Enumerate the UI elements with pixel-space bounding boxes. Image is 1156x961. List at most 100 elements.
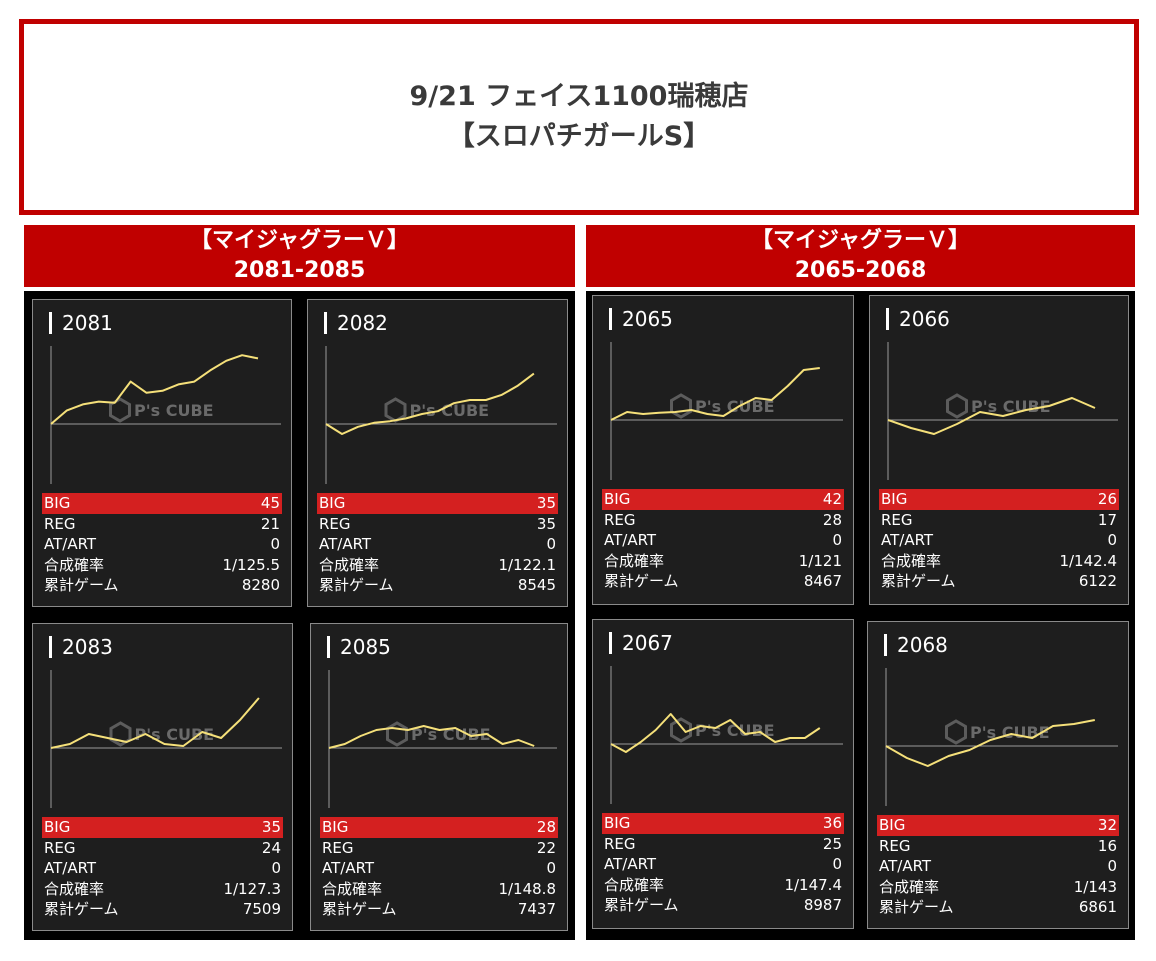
stat-label: BIG xyxy=(319,494,346,512)
stat-label: 累計ゲーム xyxy=(319,576,394,594)
stat-label: 累計ゲーム xyxy=(604,572,679,590)
stat-value: 1/148.8 xyxy=(498,879,556,898)
difference-series-line xyxy=(328,725,535,749)
stat-value: 1/121 xyxy=(798,551,842,570)
stat-value: 0 xyxy=(271,859,281,877)
difference-series-line xyxy=(325,372,535,435)
watermark-text: P's CUBE xyxy=(410,401,490,420)
difference-series-line xyxy=(610,713,821,753)
stat-row-games: 累計ゲーム 8280 xyxy=(42,575,282,596)
stat-row-big: BIG 45 xyxy=(42,493,282,514)
stat-row-big: BIG 35 xyxy=(317,493,558,514)
stats-table: BIG 26 REG 17 AT/ART 0 合成確率 1/142.4 累計ゲーム 6122 xyxy=(879,489,1119,592)
machine-panel: 2066 P's CUBE BIG 26 REG 17 AT/ART 0 合成確率 1/142.4… xyxy=(869,295,1129,605)
stat-value: 1/122.1 xyxy=(498,555,556,574)
stat-label: AT/ART xyxy=(881,531,934,549)
watermark-logo: P's CUBE xyxy=(384,397,490,423)
stat-row-reg: REG 25 xyxy=(602,834,844,855)
stat-value: 35 xyxy=(261,818,281,836)
stat-row-games: 累計ゲーム 7509 xyxy=(42,899,283,920)
stat-value: 0 xyxy=(546,859,556,877)
stat-value: 8545 xyxy=(517,576,556,594)
stat-row-reg: REG 35 xyxy=(317,514,558,535)
difference-series-line xyxy=(50,697,260,749)
stat-value: 1/147.4 xyxy=(784,875,842,894)
stat-label: BIG xyxy=(44,818,71,836)
stat-row-big: BIG 36 xyxy=(602,813,844,834)
machine-number: 2065 xyxy=(609,308,673,330)
stat-label: 合成確率 xyxy=(44,555,105,574)
difference-line-chart: P's CUBE xyxy=(50,346,281,484)
stat-value: 42 xyxy=(822,490,842,508)
stat-row-rate: 合成確率 1/143 xyxy=(877,877,1119,898)
stat-label: BIG xyxy=(604,814,631,832)
stat-row-at-art: AT/ART 0 xyxy=(42,534,282,555)
page-subtitle-event: 【スロパチガールS】 xyxy=(447,121,711,152)
stat-label: REG xyxy=(879,836,911,855)
watermark-text: P's CUBE xyxy=(970,723,1050,742)
stat-value: 45 xyxy=(260,494,280,512)
stat-label: AT/ART xyxy=(319,535,372,553)
stat-value: 6122 xyxy=(1078,572,1117,590)
stat-label: AT/ART xyxy=(604,855,657,873)
stat-label: REG xyxy=(604,834,636,853)
stat-row-reg: REG 24 xyxy=(42,838,283,859)
watermark-logo: P's CUBE xyxy=(109,397,214,423)
difference-line-chart: P's CUBE xyxy=(50,670,282,808)
stat-row-rate: 合成確率 1/147.4 xyxy=(602,875,844,896)
stat-row-reg: REG 22 xyxy=(320,838,558,859)
stat-label: AT/ART xyxy=(322,859,375,877)
stat-label: 合成確率 xyxy=(879,877,940,896)
watermark-logo: P's CUBE xyxy=(945,719,1050,745)
stat-value: 0 xyxy=(832,531,842,549)
stat-row-games: 累計ゲーム 8467 xyxy=(602,571,844,592)
stat-row-games: 累計ゲーム 6861 xyxy=(877,897,1119,918)
stat-row-at-art: AT/ART 0 xyxy=(879,530,1119,551)
watermark-text: P's CUBE xyxy=(695,721,775,740)
stat-row-games: 累計ゲーム 8545 xyxy=(317,575,558,596)
watermark-logo: P's CUBE xyxy=(946,393,1051,419)
section-header-right: 【マイジャグラーＶ】 2065-2068 xyxy=(586,225,1135,287)
stat-label: 累計ゲーム xyxy=(604,896,679,914)
stats-table: BIG 35 REG 24 AT/ART 0 合成確率 1/127.3 累計ゲーム 7509 xyxy=(42,817,283,920)
difference-series-line xyxy=(50,354,259,425)
stat-label: 累計ゲーム xyxy=(879,898,954,916)
stat-row-rate: 合成確率 1/122.1 xyxy=(317,555,558,576)
stat-value: 32 xyxy=(1097,816,1117,834)
stat-label: 累計ゲーム xyxy=(44,576,119,594)
machine-panel: 2082 P's CUBE BIG 35 REG 35 AT/ART 0 合成確率 1/122.1… xyxy=(307,299,568,607)
stat-label: AT/ART xyxy=(44,535,97,553)
stat-value: 28 xyxy=(536,818,556,836)
stats-table: BIG 42 REG 28 AT/ART 0 合成確率 1/121 累計ゲーム 8467 xyxy=(602,489,844,592)
stat-row-big: BIG 42 xyxy=(602,489,844,510)
stat-value: 0 xyxy=(1107,531,1117,549)
stat-value: 22 xyxy=(536,838,556,857)
stat-label: REG xyxy=(319,514,351,533)
stat-label: AT/ART xyxy=(879,857,932,875)
page-title-date-store: 9/21 フェイス1100瑞穂店 xyxy=(409,81,749,112)
stat-row-reg: REG 17 xyxy=(879,510,1119,531)
stat-value: 6861 xyxy=(1078,898,1117,916)
difference-line-chart: P's CUBE xyxy=(885,668,1118,806)
stat-value: 8280 xyxy=(241,576,280,594)
machine-panel: 2067 P's CUBE BIG 36 REG 25 AT/ART 0 合成確率 1/147.4… xyxy=(592,619,854,929)
difference-line-chart: P's CUBE xyxy=(328,670,557,808)
stat-row-games: 累計ゲーム 8987 xyxy=(602,895,844,916)
stat-label: 合成確率 xyxy=(604,551,665,570)
machine-panel: 2085 P's CUBE BIG 28 REG 22 AT/ART 0 合成確率 1/148.8… xyxy=(310,623,568,931)
machine-panel: 2081 P's CUBE BIG 45 REG 21 AT/ART 0 合成確率 1/125.5… xyxy=(32,299,292,607)
stat-value: 7437 xyxy=(517,900,556,918)
machine-number: 2067 xyxy=(609,632,673,654)
stat-row-games: 累計ゲーム 7437 xyxy=(320,899,558,920)
watermark-text: P's CUBE xyxy=(134,401,214,420)
section-range: 2081-2085 xyxy=(233,258,366,283)
stat-value: 0 xyxy=(1107,857,1117,875)
stat-row-at-art: AT/ART 0 xyxy=(42,858,283,879)
stat-value: 7509 xyxy=(242,900,281,918)
stat-label: AT/ART xyxy=(44,859,97,877)
stat-label: AT/ART xyxy=(604,531,657,549)
machine-number: 2066 xyxy=(886,308,950,330)
stat-label: BIG xyxy=(322,818,349,836)
machine-number: 2085 xyxy=(327,636,391,658)
stat-label: REG xyxy=(881,510,913,529)
